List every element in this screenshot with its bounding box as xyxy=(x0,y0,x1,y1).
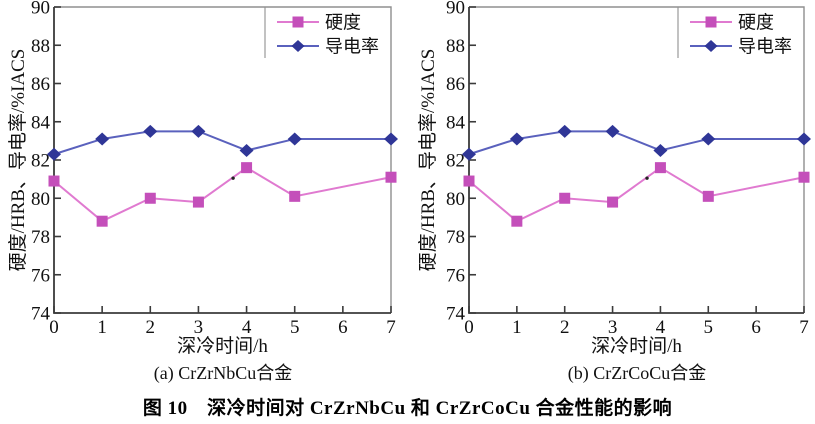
hardness-marker xyxy=(511,215,523,227)
hardness-marker xyxy=(289,190,301,202)
y-tick-label: 78 xyxy=(446,227,465,248)
y-tick-label: 82 xyxy=(446,151,465,172)
hardness-marker xyxy=(48,175,60,187)
y-tick-label: 86 xyxy=(31,74,50,95)
hardness-marker xyxy=(192,196,204,208)
hardness-marker xyxy=(607,196,619,208)
y-tick-label: 76 xyxy=(446,265,465,286)
x-tick-label: 1 xyxy=(512,317,522,338)
conductivity-marker xyxy=(509,132,524,146)
x-tick-label: 4 xyxy=(242,317,252,338)
conductivity-marker xyxy=(605,124,620,138)
x-tick-label: 0 xyxy=(49,317,59,338)
conductivity-marker xyxy=(95,132,110,146)
x-tick-label: 7 xyxy=(386,317,396,338)
x-tick-label: 6 xyxy=(751,317,761,338)
hardness-marker xyxy=(241,162,253,174)
y-tick-label: 80 xyxy=(31,189,50,210)
legend-entry-hardness-label: 硬度 xyxy=(325,13,361,33)
y-tick-label: 76 xyxy=(31,265,50,286)
x-tick-label: 5 xyxy=(290,317,300,338)
legend-entry-hardness-marker xyxy=(705,16,717,28)
conductivity-marker xyxy=(462,147,476,161)
y-axis-title: 硬度/HRB、导电率/%IACS xyxy=(7,49,29,272)
scan-speck xyxy=(231,176,235,180)
conductivity-marker xyxy=(797,132,811,146)
x-tick-label: 3 xyxy=(194,317,204,338)
chart-panel-a: (a) CrZrNbCu合金 74 76 78 80 82 84 86 88 90 0 1 2 3 4 5 6… xyxy=(0,0,408,392)
figure-caption: 图 10 深冷时间对 CrZrNbCu 和 CrZrCoCu 合金性能的影响 xyxy=(142,398,673,419)
y-tick-label: 84 xyxy=(31,112,51,133)
y-tick-label: 74 xyxy=(31,304,51,325)
legend-entry-conductivity-marker xyxy=(704,40,718,52)
chart-a-canvas: (a) CrZrNbCu合金 74 76 78 80 82 84 86 88 90 0 1 2 3 4 5 6… xyxy=(7,0,398,384)
hardness-marker xyxy=(144,192,156,204)
x-tick-label: 7 xyxy=(799,317,809,338)
chart-row: (a) CrZrNbCu合金 74 76 78 80 82 84 86 88 90 0 1 2 3 4 5 6… xyxy=(0,0,815,392)
hardness-marker xyxy=(702,190,714,202)
x-tick-label: 3 xyxy=(608,317,618,338)
conductivity-marker xyxy=(191,124,206,138)
legend-entry-hardness-label: 硬度 xyxy=(738,13,774,33)
conductivity-marker xyxy=(653,143,668,157)
x-tick-label: 2 xyxy=(146,317,156,338)
conductivity-marker xyxy=(143,124,158,138)
y-tick-label: 88 xyxy=(31,36,50,57)
chart-panel-b: (b) CrZrCoCu合金 74 76 78 80 82 84 86 88 90 0 1 2 3 4 5 6… xyxy=(408,0,815,392)
y-axis-title: 硬度/HRB、导电率/%IACS xyxy=(417,49,439,272)
conductivity-marker xyxy=(47,147,61,161)
conductivity-marker xyxy=(557,124,572,138)
conductivity-marker xyxy=(384,132,398,146)
y-tick-label: 82 xyxy=(31,151,50,172)
hardness-line xyxy=(468,166,805,223)
legend-entry-conductivity-marker xyxy=(291,40,305,52)
x-axis-title: 深冷时间/h xyxy=(177,335,268,357)
x-tick-label: 4 xyxy=(656,317,666,338)
legend-entry-conductivity-label: 导电率 xyxy=(325,37,379,57)
y-tick-label: 88 xyxy=(446,36,465,57)
chart-b-canvas: (b) CrZrCoCu合金 74 76 78 80 82 84 86 88 90 0 1 2 3 4 5 6… xyxy=(417,0,811,384)
conductivity-marker xyxy=(287,132,302,146)
y-tick-label: 86 xyxy=(446,74,465,95)
hardness-marker xyxy=(96,215,108,227)
plot-frame-top-right xyxy=(54,6,392,313)
legend-entry-hardness-marker xyxy=(292,16,304,28)
chart-a-subtitle: (a) CrZrNbCu合金 xyxy=(154,363,292,384)
y-tick-label: 80 xyxy=(446,189,465,210)
hardness-line xyxy=(53,166,392,223)
conductivity-marker xyxy=(701,132,716,146)
x-tick-label: 1 xyxy=(97,317,107,338)
y-tick-label: 90 xyxy=(446,0,465,19)
y-tick-label: 74 xyxy=(446,304,466,325)
x-tick-label: 2 xyxy=(560,317,570,338)
plot-frame-top-right xyxy=(469,6,805,313)
x-tick-label: 5 xyxy=(704,317,714,338)
y-tick-label: 78 xyxy=(31,227,50,248)
hardness-marker xyxy=(463,175,475,187)
x-tick-label: 6 xyxy=(338,317,348,338)
hardness-marker xyxy=(798,171,810,183)
conductivity-marker xyxy=(239,143,254,157)
hardness-marker xyxy=(559,192,571,204)
x-tick-label: 0 xyxy=(464,317,474,338)
hardness-marker xyxy=(385,171,397,183)
legend-entry-conductivity-label: 导电率 xyxy=(738,37,792,57)
y-tick-label: 84 xyxy=(446,112,466,133)
chart-b-subtitle: (b) CrZrCoCu合金 xyxy=(568,363,707,384)
hardness-marker xyxy=(654,162,666,174)
scan-speck xyxy=(645,176,649,180)
x-axis-title: 深冷时间/h xyxy=(591,335,682,357)
y-tick-label: 90 xyxy=(31,0,50,19)
